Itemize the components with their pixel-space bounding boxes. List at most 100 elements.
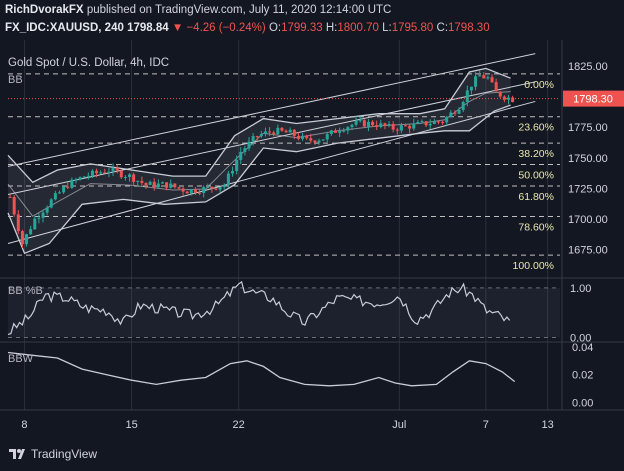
bollinger-basis bbox=[7, 91, 511, 217]
candle-body bbox=[420, 121, 424, 123]
candle-body bbox=[301, 135, 305, 139]
candle-body bbox=[202, 187, 206, 193]
author-name[interactable]: RichDvorakFX bbox=[5, 4, 84, 16]
candle-body bbox=[358, 120, 362, 122]
low-label: L: bbox=[382, 22, 392, 34]
x-tick-label: 13 bbox=[542, 419, 554, 431]
candle-body bbox=[441, 121, 445, 123]
candle-body bbox=[432, 121, 436, 124]
candle-body bbox=[333, 130, 337, 133]
bollinger-band-fill bbox=[8, 68, 511, 254]
candle-body bbox=[445, 116, 449, 123]
candle-body bbox=[136, 180, 140, 182]
candle-body bbox=[132, 174, 136, 182]
chart-canvas[interactable]: 0.00% 23.60% 38.20% 50.00% 61.80% 78.60% 100.0… bbox=[0, 40, 624, 440]
candle-body bbox=[226, 173, 230, 186]
candle-body bbox=[502, 96, 506, 100]
price-change: −4.26 (−0.24%) bbox=[186, 22, 266, 34]
candle-body bbox=[37, 217, 41, 219]
candle-body bbox=[342, 130, 346, 132]
candle-body bbox=[210, 186, 214, 189]
bbw-line bbox=[7, 351, 516, 387]
bbw-y-tick-label: 0.04 bbox=[572, 342, 593, 354]
candle-body bbox=[416, 122, 420, 124]
candle-body bbox=[235, 159, 239, 171]
candle-body bbox=[123, 177, 127, 179]
candle-body bbox=[82, 176, 86, 178]
candle-body bbox=[465, 90, 469, 103]
last-price: 1798.84 bbox=[127, 22, 169, 34]
candle-body bbox=[62, 186, 66, 193]
candle-body bbox=[70, 179, 74, 188]
candle-body bbox=[33, 218, 37, 230]
tradingview-logo[interactable]: TradingView bbox=[8, 447, 97, 461]
close-value: 1798.30 bbox=[448, 22, 490, 34]
candle-body bbox=[160, 182, 164, 184]
y-tick-label: 1675.00 bbox=[568, 245, 608, 257]
candle-body bbox=[152, 181, 156, 188]
fibonacci-level-label: 23.60% bbox=[518, 122, 554, 134]
chart-title: Gold Spot / U.S. Dollar, 4h, IDC bbox=[8, 57, 169, 69]
candle-body bbox=[412, 123, 416, 129]
candle-body bbox=[280, 127, 284, 131]
candle-body bbox=[156, 183, 160, 188]
candle-body bbox=[276, 127, 280, 135]
candle-body bbox=[140, 180, 144, 183]
candle-body bbox=[148, 181, 152, 185]
x-tick-label: Jul bbox=[392, 419, 406, 431]
candle-body bbox=[107, 171, 111, 173]
candle-body bbox=[259, 134, 263, 137]
candle-body bbox=[366, 121, 370, 127]
y-tick-label: 1825.00 bbox=[568, 61, 608, 73]
candle-body bbox=[288, 129, 292, 133]
candle-body bbox=[144, 182, 148, 185]
candle-body bbox=[457, 109, 461, 114]
tradingview-icon bbox=[9, 449, 25, 459]
candle-body bbox=[169, 183, 173, 188]
pctb-y-tick-label: 0.00 bbox=[570, 333, 591, 345]
candle-body bbox=[469, 86, 473, 91]
x-tick-label: 22 bbox=[233, 419, 245, 431]
candle-body bbox=[185, 191, 189, 194]
bollinger-upper-band bbox=[7, 67, 511, 184]
down-arrow-icon: ▼ bbox=[171, 22, 184, 34]
candle-body bbox=[206, 186, 210, 188]
candle-body bbox=[45, 207, 49, 213]
high-value: 1800.70 bbox=[337, 22, 379, 34]
open-label: O: bbox=[268, 22, 282, 34]
candle-body bbox=[305, 135, 309, 139]
candle-body bbox=[198, 192, 202, 194]
fibonacci-level-label: 61.80% bbox=[518, 191, 554, 203]
candle-body bbox=[255, 136, 259, 138]
y-tick-label: 1725.00 bbox=[568, 183, 608, 195]
candle-body bbox=[53, 193, 57, 200]
pctb-title: BB %B bbox=[8, 285, 43, 297]
candle-body bbox=[95, 170, 99, 174]
pctb-y-tick-label: 1.00 bbox=[570, 283, 591, 295]
candle-body bbox=[292, 129, 296, 136]
candle-body bbox=[78, 177, 82, 180]
candle-body bbox=[507, 97, 511, 100]
candle-body bbox=[222, 185, 226, 188]
candle-body bbox=[115, 167, 119, 171]
candle-body bbox=[325, 133, 329, 140]
candle-body bbox=[268, 131, 272, 133]
candle-body bbox=[346, 127, 350, 131]
candle-body bbox=[173, 183, 177, 188]
candle-body bbox=[20, 231, 24, 245]
candle-body bbox=[263, 131, 267, 135]
current-price-label: 1798.30 bbox=[573, 94, 613, 106]
candle-body bbox=[296, 135, 300, 139]
candle-body bbox=[399, 125, 403, 131]
candle-body bbox=[272, 132, 276, 135]
candle-body bbox=[494, 82, 498, 92]
candle-body bbox=[395, 129, 399, 131]
candle-body bbox=[29, 229, 33, 235]
x-tick-label: 15 bbox=[125, 419, 137, 431]
candle-body bbox=[128, 174, 132, 178]
pctb-line bbox=[7, 280, 511, 335]
candle-body bbox=[486, 77, 490, 79]
candle-body bbox=[404, 125, 408, 127]
high-label: H: bbox=[325, 22, 338, 34]
candle-body bbox=[218, 187, 222, 190]
